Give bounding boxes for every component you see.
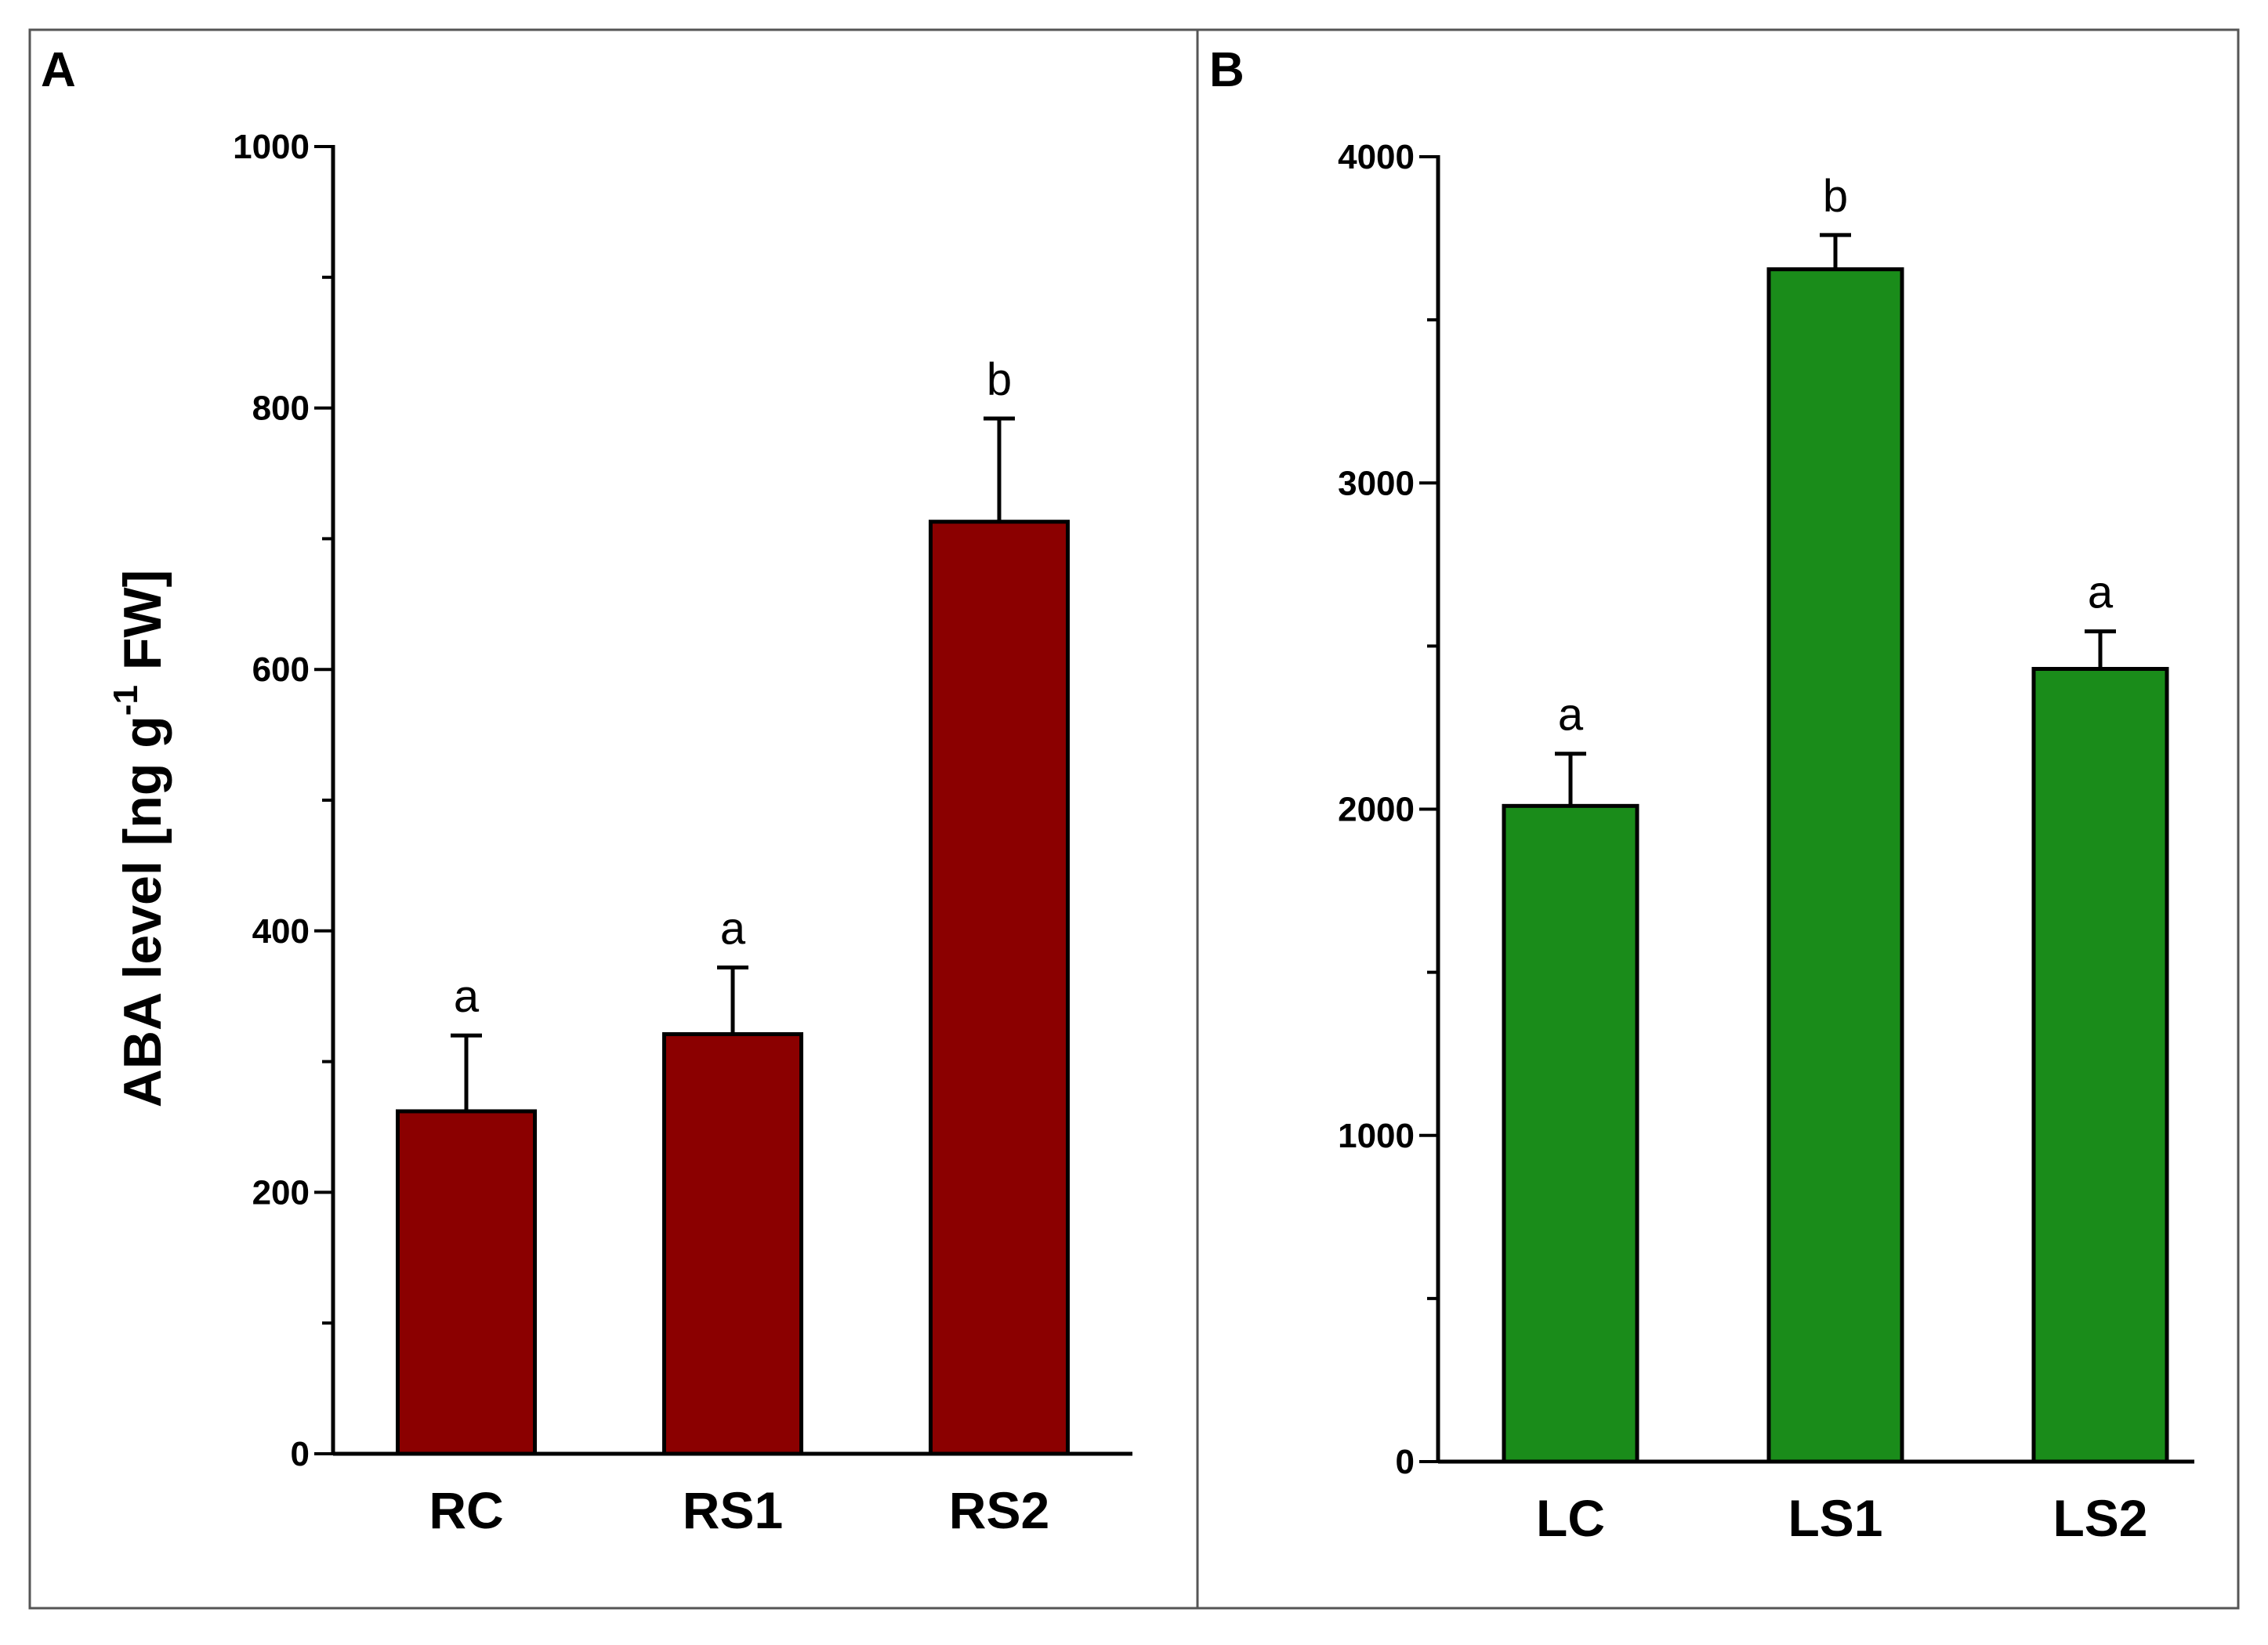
panel-b-x-tick-label-lc: LC: [1536, 1489, 1605, 1547]
panel-a-sig-label-rs1: a: [720, 904, 746, 955]
panel-a-y-tick-label: 0: [291, 1435, 310, 1473]
panel-b-chart: 0 1000 2000 3000 4000 a LC b LS1 a LS2: [1338, 138, 2194, 1547]
panel-a-x-tick-label-rs1: RS1: [683, 1481, 783, 1539]
y-axis-label: ABA level [ng g-1 FW]: [107, 570, 172, 1107]
panel-a-sig-label-rs2: b: [987, 354, 1012, 405]
panel-a-y-tick-label: 200: [252, 1173, 310, 1212]
panel-b-sig-label-ls2: a: [2088, 567, 2114, 618]
panel-b-sig-label-ls1: b: [1823, 171, 1848, 222]
panel-b-y-tick-label: 1000: [1338, 1117, 1415, 1155]
panel-b-bar-ls2: [2031, 667, 2169, 1464]
panel-b-bar-ls1: [1766, 267, 1904, 1464]
panel-b-y-tick-label: 0: [1396, 1443, 1415, 1481]
panel-a-y-tick-label: 1000: [233, 128, 310, 166]
panel-a-sig-label-rc: a: [454, 971, 480, 1022]
panel-a-bar-rs1: [662, 1032, 803, 1456]
panel-a-chart: 0 200 400 600 800 1000 a RC a RS1 b RS2: [233, 128, 1132, 1539]
panel-a-y-tick-label: 600: [252, 650, 310, 689]
panel-a-y-tick-label: 800: [252, 390, 310, 428]
panel-b-y-tick-label: 3000: [1338, 464, 1415, 502]
panel-a-x-tick-label-rc: RC: [429, 1481, 503, 1539]
panel-b-x-tick-label-ls1: LS1: [1788, 1489, 1882, 1547]
panel-b-x-tick-label-ls2: LS2: [2052, 1489, 2147, 1547]
panel-a-x-tick-label-rs2: RS2: [949, 1481, 1049, 1539]
panel-b-bar-lc: [1502, 803, 1639, 1464]
panel-a-letter: A: [41, 43, 76, 97]
y-axis-label-sup: -1: [107, 685, 145, 716]
panel-b-letter: B: [1209, 43, 1245, 97]
panel-a-bar-rs2: [929, 520, 1070, 1456]
y-axis-label-tail: FW]: [113, 570, 172, 685]
panel-b-sig-label-lc: a: [1558, 690, 1584, 741]
panel-b-frame: [1196, 28, 2240, 1610]
panel-a-y-tick-label: 400: [252, 912, 310, 951]
panel-b-y-tick-label: 2000: [1338, 791, 1415, 829]
panel-a-bar-rc: [396, 1109, 537, 1456]
y-axis-label-main: ABA level [ng g: [113, 716, 172, 1107]
panel-b-y-tick-label: 4000: [1338, 138, 1415, 176]
